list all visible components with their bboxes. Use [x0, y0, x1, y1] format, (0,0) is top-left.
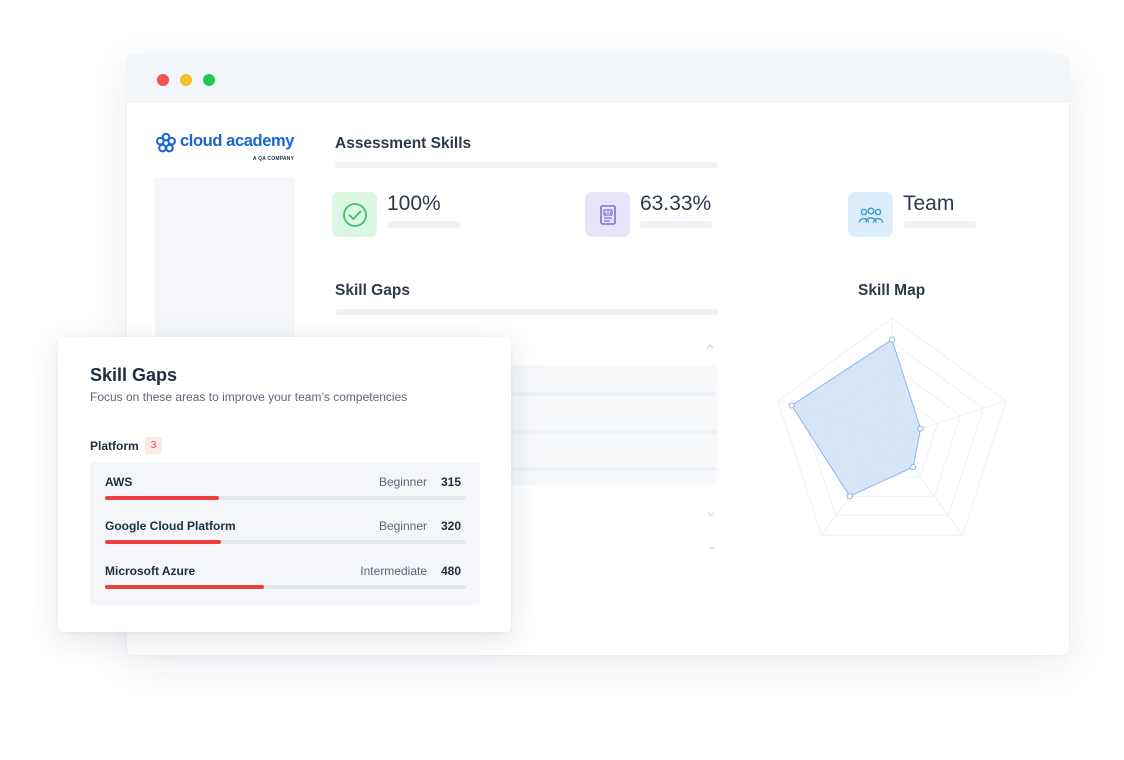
- ghost-row: [507, 430, 717, 434]
- stat-value: Team: [903, 192, 955, 215]
- platform-label: Platform: [90, 438, 139, 453]
- skill-level: Beginner: [378, 519, 427, 533]
- radar-point: [910, 464, 917, 471]
- skill-map-radar-chart: [777, 317, 1007, 536]
- skill-score: 315: [440, 475, 461, 489]
- report-icon: [585, 192, 630, 237]
- skill-item-aws[interactable]: AWS Beginner 315: [105, 474, 466, 500]
- platform-group[interactable]: Platform 3: [90, 437, 163, 454]
- skill-gaps-card: Skill Gaps Focus on these areas to impro…: [58, 337, 511, 632]
- skill-gaps-underline: [335, 309, 718, 315]
- stat-completion: 100%: [332, 192, 460, 237]
- radar-data-area: [790, 338, 922, 497]
- skill-progress-fill: [105, 540, 221, 544]
- close-window-dot[interactable]: [157, 74, 169, 86]
- cloud-academy-logo-icon: [156, 132, 176, 153]
- stat-placeholder-line: [640, 221, 713, 228]
- card-subtitle: Focus on these areas to improve your tea…: [90, 390, 408, 404]
- window-titlebar: [127, 55, 1069, 103]
- chevron-down-icon[interactable]: [707, 511, 715, 517]
- stat-team: Team: [848, 192, 976, 237]
- brand-logo[interactable]: cloud academy A QA COMPANY: [155, 131, 294, 162]
- skill-progress-track: [105, 540, 466, 544]
- chevron-up-icon[interactable]: [705, 342, 715, 350]
- team-icon: [848, 192, 893, 237]
- skill-name: Google Cloud Platform: [105, 519, 236, 533]
- skill-progress-fill: [105, 496, 219, 500]
- skill-level: Intermediate: [360, 564, 427, 578]
- skill-item-google-cloud-platform[interactable]: Google Cloud Platform Beginner 320: [105, 518, 466, 544]
- skill-progress-fill: [105, 585, 264, 589]
- ghost-row: [507, 467, 717, 471]
- radar-points: [788, 336, 924, 500]
- stat-placeholder-line: [387, 221, 460, 228]
- ghost-dash: [709, 547, 715, 549]
- stat-placeholder-line: [903, 221, 976, 228]
- brand-tagline: A QA COMPANY: [252, 156, 295, 162]
- check-circle-icon: [332, 192, 377, 237]
- title-underline: [335, 162, 718, 168]
- ghost-row: [507, 392, 717, 396]
- radar-point: [888, 336, 896, 343]
- radar-point: [846, 493, 853, 500]
- skill-progress-track: [105, 585, 466, 589]
- radar-grid-ring: [777, 317, 1007, 536]
- skill-item-microsoft-azure[interactable]: Microsoft Azure Intermediate 480: [105, 563, 466, 589]
- stat-score: 63.33%: [585, 192, 713, 237]
- page-title: Assessment Skills: [335, 135, 472, 152]
- stat-value: 100%: [387, 192, 441, 215]
- skill-name: Microsoft Azure: [105, 564, 196, 578]
- maximize-window-dot[interactable]: [203, 74, 215, 86]
- ghost-skill-panel: [502, 365, 717, 485]
- skill-score: 320: [440, 519, 461, 533]
- minimize-window-dot[interactable]: [180, 74, 192, 86]
- skills-list: AWS Beginner 315 Google Cloud Platform B…: [90, 462, 480, 605]
- radar-point: [788, 402, 795, 409]
- radar-point: [917, 425, 924, 432]
- skill-gaps-heading: Skill Gaps: [335, 282, 410, 299]
- skill-map-heading: Skill Map: [858, 282, 926, 299]
- brand-name: cloud academy A QA COMPANY: [180, 131, 294, 162]
- stat-value: 63.33%: [640, 192, 712, 215]
- platform-count-badge: 3: [144, 437, 163, 454]
- skill-score: 480: [440, 564, 461, 578]
- card-title: Skill Gaps: [90, 365, 178, 385]
- skill-progress-track: [105, 496, 466, 500]
- skill-level: Beginner: [378, 475, 427, 489]
- skill-name: AWS: [105, 475, 133, 489]
